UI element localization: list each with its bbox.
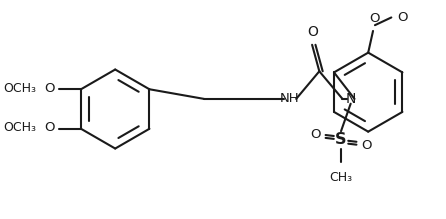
Text: NH: NH — [280, 92, 300, 105]
Text: O: O — [361, 139, 372, 152]
Text: OCH₃: OCH₃ — [3, 121, 36, 134]
Text: O: O — [44, 121, 54, 134]
Text: O: O — [311, 127, 321, 141]
Text: CH₃: CH₃ — [330, 171, 353, 184]
Text: S: S — [335, 132, 347, 147]
Text: O: O — [44, 82, 54, 95]
Text: O: O — [308, 25, 318, 39]
Text: O: O — [370, 12, 380, 25]
Text: O: O — [398, 11, 408, 24]
Text: OCH₃: OCH₃ — [3, 82, 36, 95]
Text: N: N — [346, 92, 356, 106]
